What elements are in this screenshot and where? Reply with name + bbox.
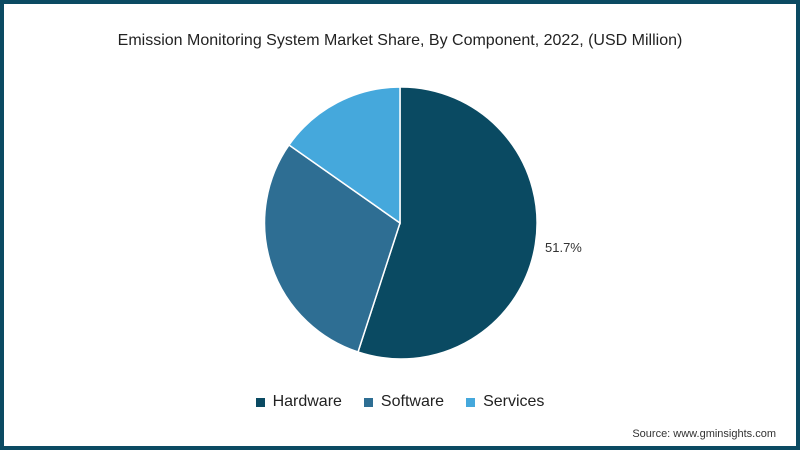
legend-label: Hardware bbox=[272, 393, 342, 410]
legend-item-services: Services bbox=[466, 393, 544, 411]
legend-item-software: Software bbox=[363, 393, 445, 411]
hardware-swatch-icon bbox=[255, 397, 265, 407]
services-swatch-icon bbox=[466, 397, 476, 407]
legend-label: Software bbox=[380, 393, 445, 410]
slice-hardware bbox=[357, 86, 538, 360]
source-note: Source: www.gminsights.com bbox=[632, 428, 776, 440]
slice-services bbox=[287, 86, 401, 225]
hardware-percent-label: 51.7% bbox=[545, 240, 582, 255]
legend-label: Services bbox=[483, 393, 545, 410]
chart-legend: Hardware Software Services bbox=[0, 393, 800, 411]
chart-title: Emission Monitoring System Market Share,… bbox=[117, 32, 683, 49]
slice-software bbox=[263, 143, 401, 353]
legend-item-hardware: Hardware bbox=[255, 393, 342, 411]
software-swatch-icon bbox=[363, 397, 373, 407]
